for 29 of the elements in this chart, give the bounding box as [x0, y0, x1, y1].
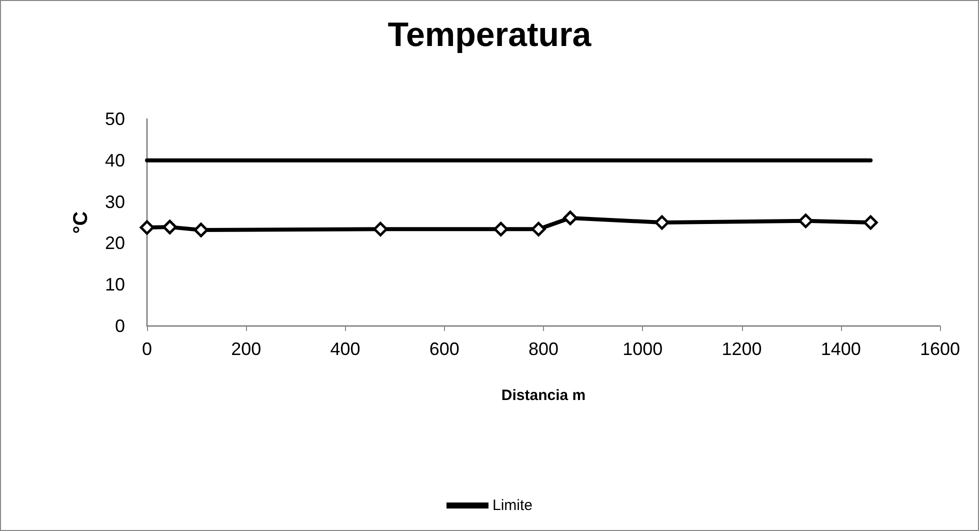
y-tick-label: 40	[104, 150, 125, 170]
point	[863, 215, 878, 230]
x-tick-label: 800	[528, 339, 559, 359]
y-tick-label: 50	[104, 109, 125, 129]
x-tick-label: 400	[330, 339, 360, 359]
point	[563, 210, 578, 226]
point	[798, 214, 813, 228]
x-tick-label: 600	[429, 339, 460, 359]
y-tick-label: 0	[114, 316, 125, 336]
point	[654, 215, 670, 230]
x-axis-title: Distancia m	[501, 387, 586, 404]
chart-title: Temperatura	[388, 16, 592, 54]
point	[494, 222, 508, 236]
point	[194, 222, 208, 238]
y-tick-label: 10	[104, 274, 125, 295]
y-tick-label: 30	[104, 192, 125, 212]
point	[162, 220, 178, 234]
point	[373, 222, 388, 236]
legend-label: Limite	[492, 497, 533, 514]
x-tick-label: 1200	[722, 339, 762, 359]
point	[531, 222, 546, 236]
x-tick-label: 200	[231, 339, 262, 359]
x-tick-label: 0	[142, 339, 152, 359]
y-axis-title: °C	[70, 211, 92, 234]
x-tick-label: 1600	[920, 339, 960, 359]
y-tick-label: 20	[104, 233, 125, 254]
x-tick-label: 1400	[820, 339, 861, 359]
x-tick-label: 1000	[622, 339, 663, 359]
point	[140, 220, 154, 235]
